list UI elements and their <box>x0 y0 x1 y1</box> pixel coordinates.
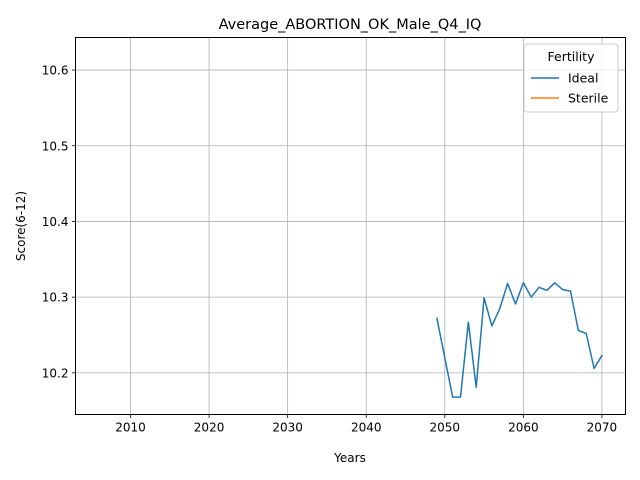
chart-title: Average_ABORTION_OK_Male_Q4_IQ <box>219 17 482 33</box>
axis-ticks: 2010 2020 2030 2040 2050 2060 2070 10.2 10.3 10.4… <box>42 64 617 435</box>
series-lines <box>436 282 603 398</box>
legend-title: Fertility <box>548 49 596 64</box>
y-tick-label: 10.3 <box>42 291 69 305</box>
legend-label-sterile: Sterile <box>568 91 609 106</box>
x-tick-label: 2070 <box>587 421 618 435</box>
x-tick-label: 2040 <box>351 421 382 435</box>
grid <box>75 37 626 415</box>
y-axis-label: Score(6-12) <box>14 191 28 261</box>
plot-frame <box>75 37 626 415</box>
y-tick-label: 10.5 <box>42 139 69 153</box>
y-tick-label: 10.6 <box>42 64 69 78</box>
x-tick-label: 2050 <box>430 421 461 435</box>
legend-box <box>523 43 619 113</box>
x-tick-label: 2010 <box>115 421 146 435</box>
y-tick-label: 10.4 <box>42 215 69 229</box>
x-tick-label: 2060 <box>508 421 539 435</box>
x-tick-label: 2020 <box>194 421 225 435</box>
x-axis-label: Years <box>333 451 366 465</box>
series-line-ideal <box>436 282 603 398</box>
legend: Fertility Ideal Sterile <box>523 43 619 113</box>
legend-label-ideal: Ideal <box>568 71 598 86</box>
x-tick-label: 2030 <box>272 421 303 435</box>
y-tick-label: 10.2 <box>42 366 69 380</box>
